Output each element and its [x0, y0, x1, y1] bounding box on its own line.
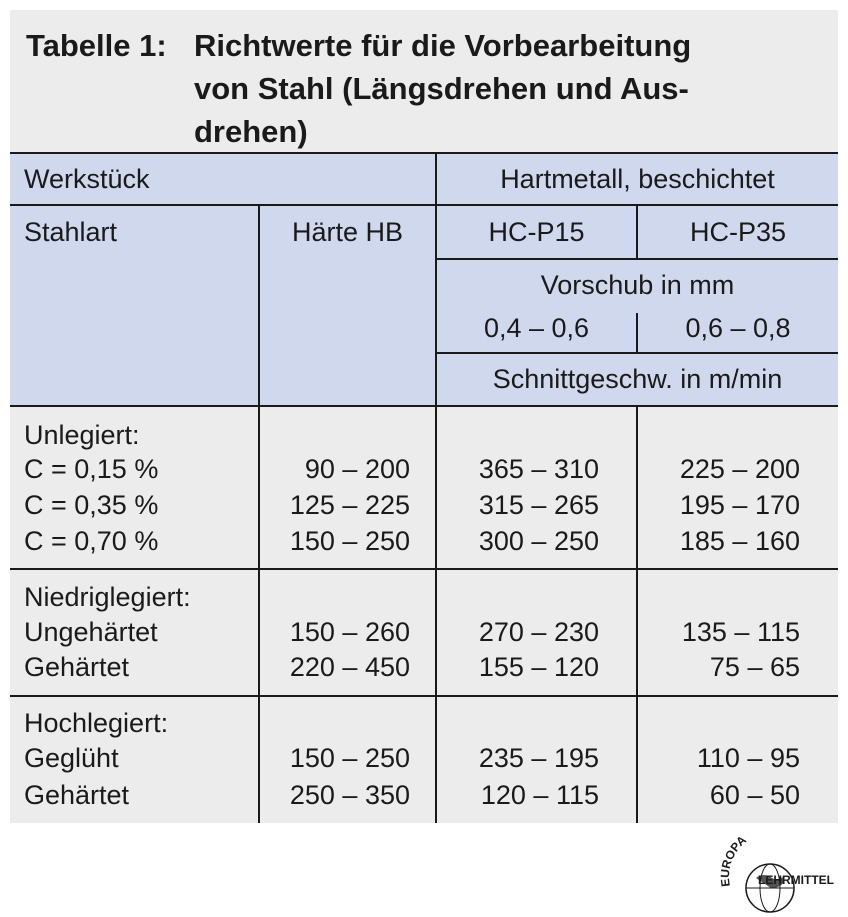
group-name-unlegiert: Unlegiert: — [24, 420, 140, 450]
rule-header-bottom — [10, 405, 838, 407]
title-number: Tabelle 1: — [26, 28, 167, 63]
logo-top-text: EUROPA — [718, 833, 749, 888]
cell-hc-p15: 155 – 120 — [478, 652, 599, 682]
rule-group-1 — [10, 568, 838, 570]
group-name-niedriglegiert: Niedriglegiert: — [24, 582, 191, 612]
rule-group-2 — [10, 695, 838, 697]
cell-haerte: 220 – 450 — [289, 652, 410, 682]
cell-hc-p15: 270 – 230 — [478, 617, 599, 647]
cell-stahl: C = 0,35 % — [24, 490, 159, 520]
cell-hc-p15: 235 – 195 — [478, 743, 599, 773]
cell-hc-p15: 300 – 250 — [478, 526, 599, 556]
rule-below-werkstueck — [10, 204, 838, 206]
header-werkstueck: Werkstück — [24, 164, 150, 194]
title-line-3: drehen) — [194, 114, 308, 149]
title-text: Richtwerte für die Vorbearbeitung von St… — [194, 24, 794, 153]
cell-hc-p35: 60 – 50 — [709, 780, 800, 810]
header-vorschub-p35: 0,6 – 0,8 — [685, 313, 791, 343]
cell-stahl: Geglüht — [24, 743, 119, 773]
cell-haerte: 150 – 250 — [289, 526, 410, 556]
cell-hc-p35: 75 – 65 — [709, 652, 800, 682]
cell-hc-p35: 135 – 115 — [681, 617, 800, 647]
cell-hc-p15: 120 – 115 — [480, 780, 599, 810]
cell-stahl: Gehärtet — [24, 652, 130, 682]
rule-below-vorschub — [436, 352, 838, 354]
col-divider-vorschub — [636, 313, 638, 353]
header-vorschub-p15: 0,4 – 0,6 — [483, 313, 590, 343]
cell-hc-p35: 110 – 95 — [696, 743, 800, 773]
cell-hc-p35: 225 – 200 — [679, 454, 800, 484]
cell-hc-p35: 185 – 160 — [679, 526, 800, 556]
rule-below-grades — [436, 258, 838, 260]
cell-haerte: 150 – 250 — [289, 743, 410, 773]
header-schnittgeschw: Schnittgeschw. in m/min — [492, 364, 783, 394]
cell-haerte: 125 – 225 — [289, 490, 410, 520]
logo-bottom-text: LEHRMITTEL — [758, 873, 834, 887]
cell-hc-p15: 315 – 265 — [478, 490, 599, 520]
europa-lehrmittel-logo: EUROPA LEHRMITTEL — [718, 833, 834, 913]
header-hc-p15: HC-P15 — [488, 217, 585, 247]
cell-haerte: 90 – 200 — [304, 454, 410, 484]
title-line-2: von Stahl (Längsdrehen und Aus- — [194, 71, 689, 106]
rule-top — [10, 152, 838, 154]
cell-haerte: 150 – 260 — [289, 617, 410, 647]
cell-stahl: Ungehärtet — [24, 617, 158, 647]
title-line-1: Richtwerte für die Vorbearbeitung — [194, 28, 692, 63]
col-divider-grades — [636, 205, 638, 259]
header-hc-p35: HC-P35 — [689, 217, 787, 247]
cell-stahl: C = 0,70 % — [24, 526, 159, 556]
header-haerte: Härte HB — [291, 217, 404, 247]
col-divider-stahl-haerte — [258, 205, 260, 823]
table-panel — [10, 10, 838, 823]
col-divider-body — [636, 406, 638, 823]
table-header-bg — [10, 153, 838, 406]
col-divider-haerte-hm — [435, 153, 437, 823]
header-vorschub: Vorschub in mm — [540, 270, 735, 300]
header-hartmetall: Hartmetall, beschichtet — [500, 164, 775, 194]
cell-stahl: C = 0,15 % — [24, 454, 159, 484]
header-stahlart: Stahlart — [24, 217, 118, 247]
cell-stahl: Gehärtet — [24, 780, 130, 810]
cell-hc-p35: 195 – 170 — [679, 490, 800, 520]
group-name-hochlegiert: Hochlegiert: — [24, 708, 169, 738]
cell-haerte: 250 – 350 — [289, 780, 410, 810]
cell-hc-p15: 365 – 310 — [478, 454, 599, 484]
